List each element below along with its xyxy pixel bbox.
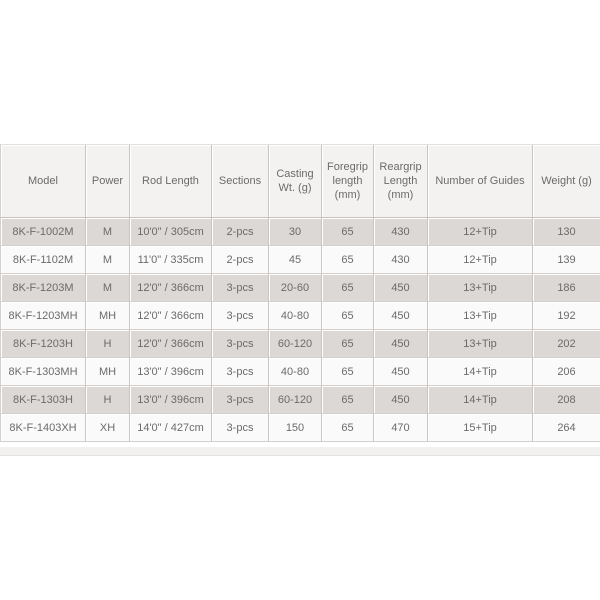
cell-casting-wt: 30 (269, 218, 322, 246)
cell-guides: 13+Tip (428, 330, 533, 358)
cell-rod-length: 13'0" / 396cm (130, 358, 212, 386)
table-row: 8K-F-1303H H 13'0" / 396cm 3-pcs 60-120 … (1, 386, 600, 414)
cell-weight: 206 (533, 358, 600, 386)
cell-guides: 14+Tip (428, 358, 533, 386)
column-header-casting-wt: Casting Wt. (g) (269, 145, 322, 218)
table-row: 8K-F-1203MH MH 12'0" / 366cm 3-pcs 40-80… (1, 302, 600, 330)
cell-model: 8K-F-1403XH (1, 414, 86, 442)
column-header-weight: Weight (g) (533, 145, 600, 218)
cell-rod-length: 11'0" / 335cm (130, 246, 212, 274)
cell-sections: 3-pcs (212, 274, 269, 302)
cell-reargrip-length: 470 (374, 414, 428, 442)
cell-reargrip-length: 450 (374, 386, 428, 414)
cell-weight: 139 (533, 246, 600, 274)
cell-foregrip-length: 65 (322, 358, 374, 386)
cell-reargrip-length: 450 (374, 274, 428, 302)
table-row: 8K-F-1303MH MH 13'0" / 396cm 3-pcs 40-80… (1, 358, 600, 386)
cell-model: 8K-F-1303MH (1, 358, 86, 386)
cell-foregrip-length: 65 (322, 218, 374, 246)
cell-sections: 3-pcs (212, 358, 269, 386)
cell-rod-length: 12'0" / 366cm (130, 330, 212, 358)
cell-power: H (86, 386, 130, 414)
cell-reargrip-length: 430 (374, 246, 428, 274)
cell-power: MH (86, 302, 130, 330)
cell-power: M (86, 246, 130, 274)
cell-casting-wt: 60-120 (269, 386, 322, 414)
cell-reargrip-length: 450 (374, 302, 428, 330)
cell-guides: 13+Tip (428, 302, 533, 330)
cell-sections: 3-pcs (212, 414, 269, 442)
cell-sections: 3-pcs (212, 302, 269, 330)
table-row: 8K-F-1403XH XH 14'0" / 427cm 3-pcs 150 6… (1, 414, 600, 442)
cell-rod-length: 12'0" / 366cm (130, 302, 212, 330)
column-header-reargrip-length: Reargrip Length (mm) (374, 145, 428, 218)
cell-model: 8K-F-1203H (1, 330, 86, 358)
cell-model: 8K-F-1203M (1, 274, 86, 302)
table-row: 8K-F-1102M M 11'0" / 335cm 2-pcs 45 65 4… (1, 246, 600, 274)
cell-weight: 202 (533, 330, 600, 358)
column-header-sections: Sections (212, 145, 269, 218)
cell-model: 8K-F-1002M (1, 218, 86, 246)
cell-power: XH (86, 414, 130, 442)
cell-model: 8K-F-1102M (1, 246, 86, 274)
cell-sections: 2-pcs (212, 218, 269, 246)
cell-model: 8K-F-1303H (1, 386, 86, 414)
cell-rod-length: 12'0" / 366cm (130, 274, 212, 302)
cell-weight: 130 (533, 218, 600, 246)
cell-reargrip-length: 450 (374, 330, 428, 358)
cell-power: MH (86, 358, 130, 386)
cell-guides: 13+Tip (428, 274, 533, 302)
cell-weight: 192 (533, 302, 600, 330)
cell-weight: 264 (533, 414, 600, 442)
cell-power: H (86, 330, 130, 358)
table-row: 8K-F-1203M M 12'0" / 366cm 3-pcs 20-60 6… (1, 274, 600, 302)
cell-casting-wt: 45 (269, 246, 322, 274)
column-header-power: Power (86, 145, 130, 218)
cell-foregrip-length: 65 (322, 246, 374, 274)
cell-power: M (86, 274, 130, 302)
rod-spec-table: Model Power Rod Length Sections Casting … (0, 144, 600, 442)
cell-casting-wt: 40-80 (269, 358, 322, 386)
cell-guides: 12+Tip (428, 218, 533, 246)
cell-rod-length: 13'0" / 396cm (130, 386, 212, 414)
cell-foregrip-length: 65 (322, 330, 374, 358)
cell-sections: 3-pcs (212, 386, 269, 414)
cell-casting-wt: 40-80 (269, 302, 322, 330)
cell-casting-wt: 20-60 (269, 274, 322, 302)
cell-guides: 14+Tip (428, 386, 533, 414)
column-header-foregrip-length: Foregrip length (mm) (322, 145, 374, 218)
cell-reargrip-length: 430 (374, 218, 428, 246)
cell-reargrip-length: 450 (374, 358, 428, 386)
cell-power: M (86, 218, 130, 246)
column-header-number-of-guides: Number of Guides (428, 145, 533, 218)
cell-weight: 208 (533, 386, 600, 414)
cell-rod-length: 10'0" / 305cm (130, 218, 212, 246)
table-row: 8K-F-1002M M 10'0" / 305cm 2-pcs 30 65 4… (1, 218, 600, 246)
cell-sections: 3-pcs (212, 330, 269, 358)
cell-casting-wt: 150 (269, 414, 322, 442)
cell-guides: 15+Tip (428, 414, 533, 442)
table-row: 8K-F-1203H H 12'0" / 366cm 3-pcs 60-120 … (1, 330, 600, 358)
cell-guides: 12+Tip (428, 246, 533, 274)
cell-foregrip-length: 65 (322, 386, 374, 414)
column-header-rod-length: Rod Length (130, 145, 212, 218)
cell-foregrip-length: 65 (322, 274, 374, 302)
cell-foregrip-length: 65 (322, 302, 374, 330)
cell-model: 8K-F-1203MH (1, 302, 86, 330)
cell-foregrip-length: 65 (322, 414, 374, 442)
cell-rod-length: 14'0" / 427cm (130, 414, 212, 442)
cell-casting-wt: 60-120 (269, 330, 322, 358)
table-header-row: Model Power Rod Length Sections Casting … (1, 145, 600, 218)
cell-weight: 186 (533, 274, 600, 302)
cell-sections: 2-pcs (212, 246, 269, 274)
content-bottom-band (0, 447, 600, 456)
column-header-model: Model (1, 145, 86, 218)
